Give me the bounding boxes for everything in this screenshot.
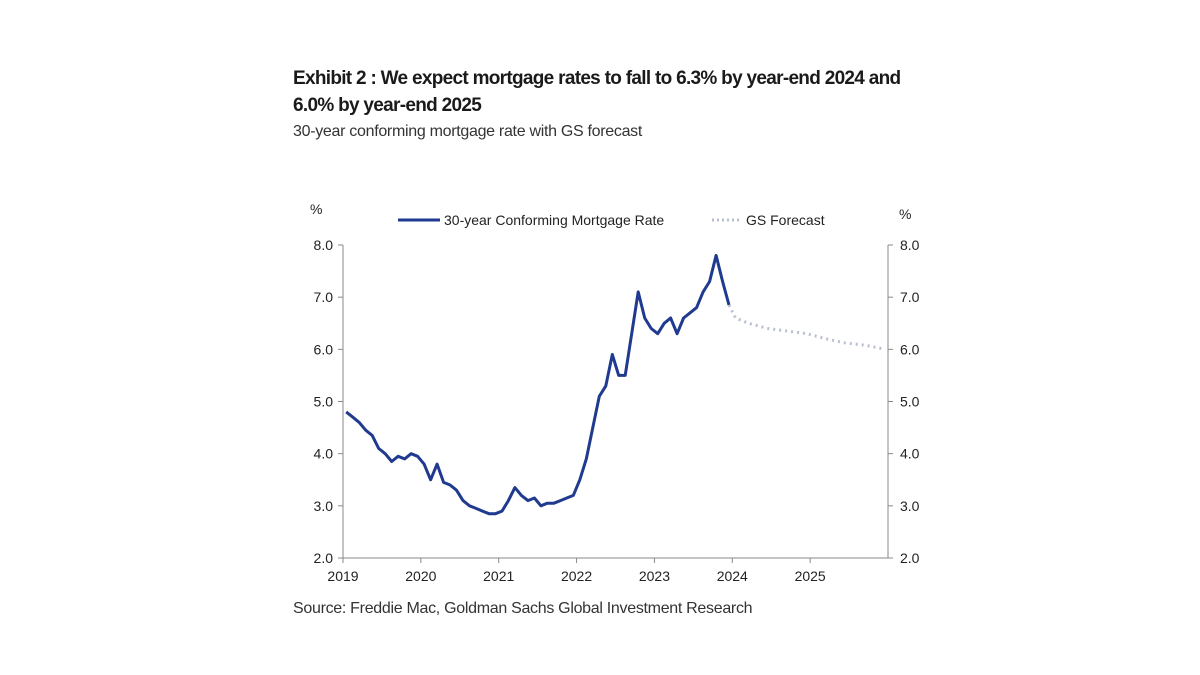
left-y-tick-label: 3.0 bbox=[314, 498, 334, 514]
right-y-tick-label: 5.0 bbox=[900, 394, 920, 410]
gs-forecast-line bbox=[727, 304, 886, 351]
chart-title: Exhibit 2 : We expect mortgage rates to … bbox=[293, 68, 901, 116]
x-tick-label: 2023 bbox=[639, 568, 670, 584]
left-y-tick-label: 2.0 bbox=[314, 550, 334, 566]
x-tick-label: 2020 bbox=[405, 568, 436, 584]
x-tick-label: 2024 bbox=[717, 568, 748, 584]
right-y-tick-label: 7.0 bbox=[900, 289, 920, 305]
left-y-tick-label: 7.0 bbox=[314, 289, 334, 305]
right-y-tick-label: 4.0 bbox=[900, 446, 920, 462]
chart-subtitle: 30-year conforming mortgage rate with GS… bbox=[293, 123, 643, 140]
x-tick-label: 2025 bbox=[795, 568, 826, 584]
right-y-tick-label: 3.0 bbox=[900, 498, 920, 514]
mortgage-rate-line bbox=[345, 253, 731, 516]
left-axis-unit: % bbox=[310, 201, 322, 217]
x-tick-label: 2019 bbox=[327, 568, 358, 584]
x-tick-label: 2021 bbox=[483, 568, 514, 584]
left-y-tick-label: 8.0 bbox=[314, 237, 334, 253]
legend-label-forecast: GS Forecast bbox=[746, 212, 825, 228]
left-y-tick-label: 6.0 bbox=[314, 341, 334, 357]
x-tick-label: 2022 bbox=[561, 568, 592, 584]
right-y-tick-label: 2.0 bbox=[900, 550, 920, 566]
right-axis-unit: % bbox=[899, 206, 911, 222]
left-y-tick-label: 5.0 bbox=[314, 394, 334, 410]
legend: 30-year Conforming Mortgage Rate GS Fore… bbox=[398, 212, 825, 228]
right-y-tick-label: 6.0 bbox=[900, 341, 920, 357]
left-y-tick-label: 4.0 bbox=[314, 446, 334, 462]
legend-label-actual: 30-year Conforming Mortgage Rate bbox=[444, 212, 664, 228]
right-y-tick-label: 8.0 bbox=[900, 237, 920, 253]
chart-source: Source: Freddie Mac, Goldman Sachs Globa… bbox=[293, 600, 753, 617]
